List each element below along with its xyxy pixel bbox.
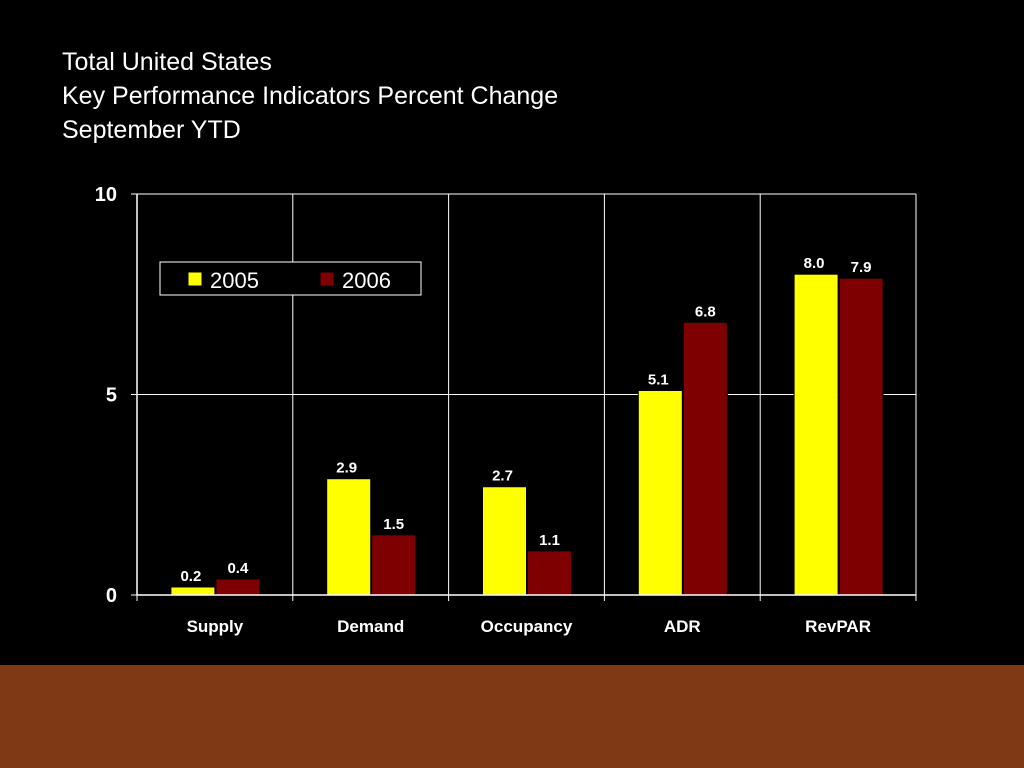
title-line-1: Total United States (62, 48, 272, 76)
bar-2005-supply (170, 586, 216, 596)
title-line-3: September YTD (62, 116, 241, 144)
legend-swatch-2006 (319, 271, 335, 287)
bar-2006-adr (682, 321, 728, 596)
data-label: 2.7 (492, 468, 513, 485)
y-tick-label: 10 (95, 184, 117, 206)
x-tick-label: Occupancy (481, 617, 573, 636)
legend (159, 261, 422, 296)
x-tick-label: RevPAR (805, 617, 871, 636)
data-label: 5.1 (648, 371, 669, 388)
data-label: 1.1 (539, 532, 560, 549)
y-tick-label: 0 (106, 585, 117, 607)
bar-2006-revpar (838, 277, 884, 596)
legend-swatch-2005 (187, 271, 203, 287)
x-tick-label: Demand (337, 617, 404, 636)
bar-2006-supply (215, 578, 261, 596)
x-tick-label: ADR (664, 617, 701, 636)
bar-2005-adr (637, 389, 683, 596)
data-label: 8.0 (804, 255, 825, 272)
data-label: 1.5 (383, 516, 404, 533)
footer-band (0, 665, 1024, 768)
bar-2005-occupancy (482, 486, 527, 596)
bar-2006-occupancy (527, 550, 572, 596)
legend-label: 2005 (210, 268, 259, 293)
x-tick-label: Supply (187, 617, 244, 636)
slide-title: Total United States Key Performance Indi… (62, 45, 558, 147)
data-label: 6.8 (695, 303, 716, 320)
title-line-2: Key Performance Indicators Percent Chang… (62, 82, 559, 110)
legend-label: 2006 (342, 268, 391, 293)
y-tick-label: 5 (106, 385, 117, 407)
bar-2006-demand (371, 534, 417, 596)
data-label: 0.2 (180, 568, 201, 585)
bar-2005-demand (326, 478, 372, 596)
bar-2005-revpar (793, 273, 839, 596)
bar-chart: 0 5 10 0.2 0.4 Supply 2.9 1.5 Demand 2.7 1.1 Occupa… (95, 184, 917, 636)
data-label: 7.9 (851, 259, 872, 276)
data-label: 0.4 (227, 560, 249, 577)
data-label: 2.9 (336, 460, 357, 477)
